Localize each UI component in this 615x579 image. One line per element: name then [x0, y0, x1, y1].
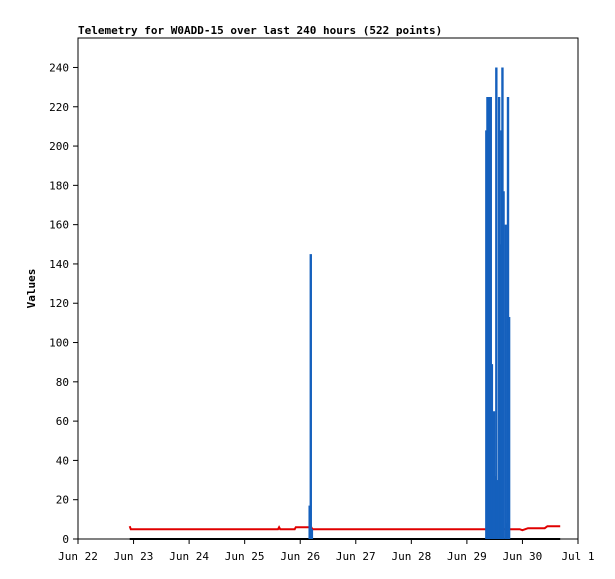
x-tick-label: Jun 26 [280, 550, 320, 563]
x-tick-label: Jul 1 [561, 550, 594, 563]
y-tick-label: 200 [49, 140, 69, 153]
y-tick-label: 20 [56, 494, 69, 507]
chart-title: Telemetry for W0ADD-15 over last 240 hou… [78, 24, 442, 37]
y-tick-label: 140 [49, 258, 69, 271]
x-tick-label: Jun 27 [336, 550, 376, 563]
x-tick-label: Jun 29 [447, 550, 487, 563]
y-axis-label: Values [25, 269, 38, 309]
y-tick-label: 180 [49, 179, 69, 192]
y-tick-label: 160 [49, 219, 69, 232]
y-tick-label: 80 [56, 376, 69, 389]
y-tick-label: 240 [49, 61, 69, 74]
y-tick-label: 220 [49, 101, 69, 114]
x-axis-ticks: Jun 22 Jun 23 Jun 24 Jun 25 Jun 26 Jun 27 Jun … [58, 539, 595, 563]
x-tick-label: Jun 23 [114, 550, 154, 563]
x-tick-label: Jun 22 [58, 550, 98, 563]
series-layer [128, 67, 561, 540]
y-tick-label: 0 [62, 533, 69, 546]
x-tick-label: Jun 28 [391, 550, 431, 563]
y-axis-ticks: 0 20 40 60 80 100 120 140 160 180 200 220 240 [49, 61, 78, 546]
y-tick-label: 120 [49, 297, 69, 310]
y-tick-label: 100 [49, 337, 69, 350]
x-tick-label: Jun 30 [503, 550, 543, 563]
x-tick-label: Jun 25 [225, 550, 265, 563]
y-tick-label: 40 [56, 454, 69, 467]
y-tick-label: 60 [56, 415, 69, 428]
x-tick-label: Jun 24 [169, 550, 209, 563]
